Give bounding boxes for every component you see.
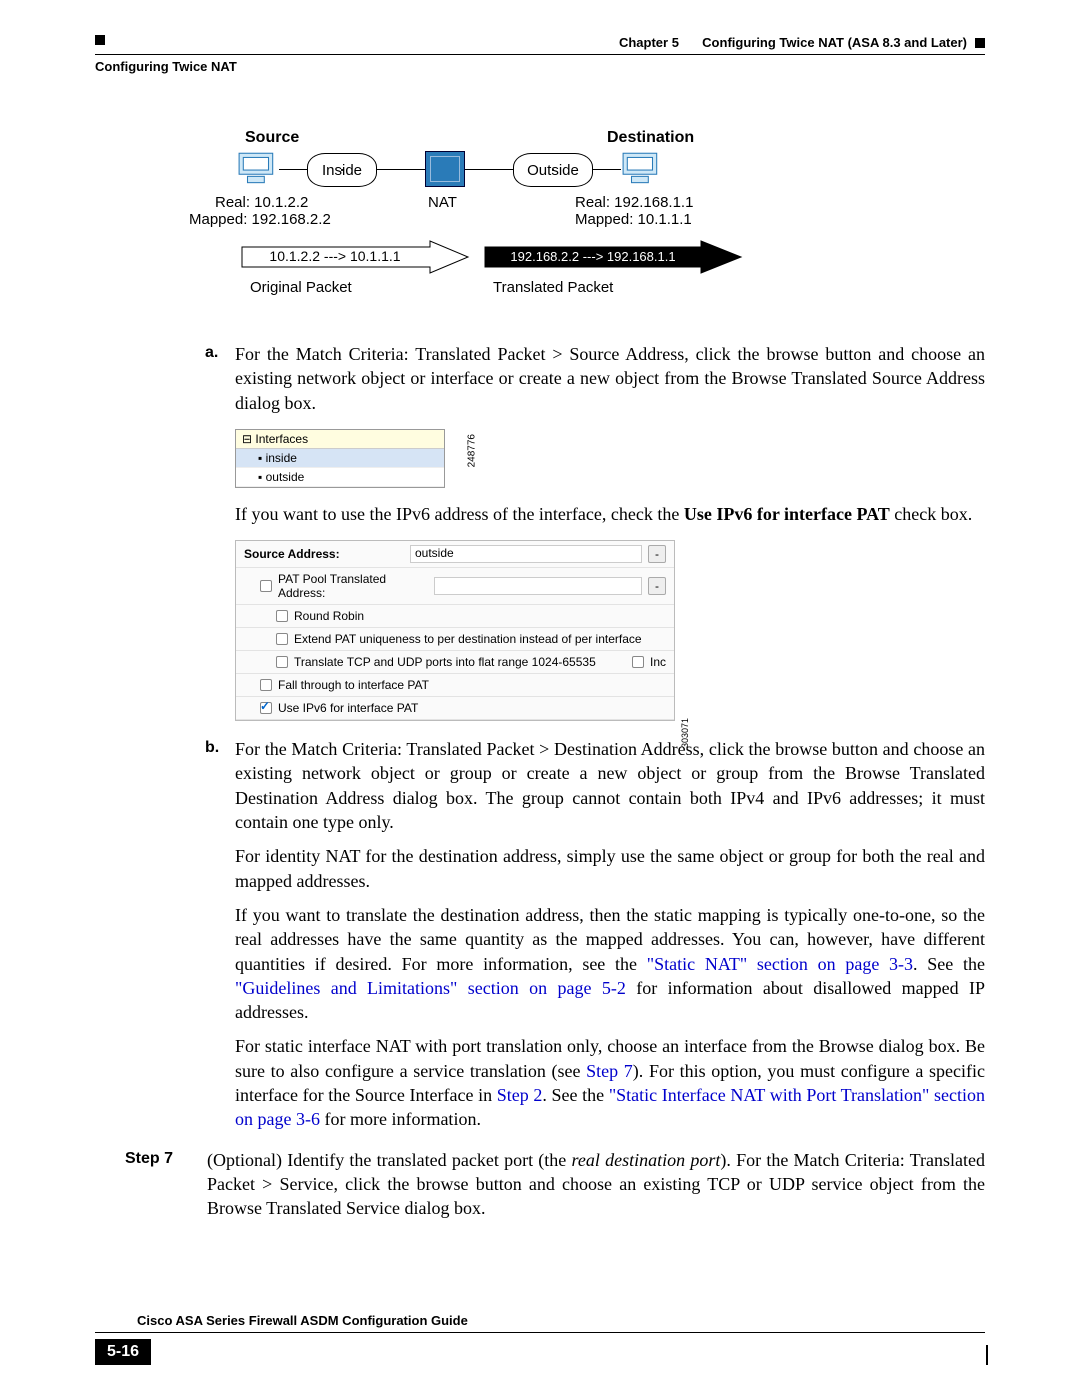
source-address-input[interactable]: outside: [410, 545, 642, 563]
item-b-p3: If you want to translate the destination…: [235, 903, 985, 1024]
source-title: Source: [245, 129, 299, 147]
src-mapped: Mapped: 192.168.2.2: [189, 211, 331, 228]
item-b-p4: For static interface NAT with port trans…: [235, 1034, 985, 1131]
original-packet-arrow: 10.1.2.2 ---> 10.1.1.1: [240, 239, 470, 280]
nat-label: NAT: [428, 194, 457, 211]
page-header: Chapter 5 Configuring Twice NAT (ASA 8.3…: [95, 35, 985, 50]
use-ipv6-checkbox[interactable]: [260, 702, 272, 714]
step-7-text: (Optional) Identify the translated packe…: [207, 1148, 985, 1221]
round-robin-label: Round Robin: [294, 609, 364, 623]
item-a-text: For the Match Criteria: Translated Packe…: [235, 342, 985, 415]
source-address-panel: Source Address: outside - PAT Pool Trans…: [235, 540, 675, 721]
guide-title: Cisco ASA Series Firewall ASDM Configura…: [137, 1313, 985, 1328]
line-src-inside: [279, 169, 307, 170]
section-name: Configuring Twice NAT: [95, 59, 985, 74]
interface-outside[interactable]: ▪ outside: [236, 468, 444, 487]
trans-packet-label: Translated Packet: [493, 279, 613, 296]
round-robin-checkbox[interactable]: [276, 610, 288, 622]
fallthrough-row: Fall through to interface PAT: [236, 674, 674, 697]
item-b: b. For the Match Criteria: Translated Pa…: [95, 737, 985, 1131]
translated-packet-arrow: 192.168.2.2 ---> 192.168.1.1: [483, 239, 743, 280]
item-a-label: a.: [205, 342, 223, 415]
line-nat-outside: [465, 169, 513, 170]
header-square-right: [975, 38, 985, 48]
inside-cloud: Inside: [307, 153, 377, 187]
pat-pool-row: PAT Pool Translated Address: -: [236, 568, 674, 605]
source-address-browse[interactable]: -: [648, 545, 666, 563]
dst-real: Real: 192.168.1.1: [575, 194, 693, 211]
fallthrough-label: Fall through to interface PAT: [278, 678, 429, 692]
line-outside-dst: [593, 169, 621, 170]
interfaces-header: ⊟ Interfaces: [236, 430, 444, 449]
outside-cloud: Outside: [513, 153, 593, 187]
nat-device-icon: [425, 151, 465, 187]
source-address-row: Source Address: outside -: [236, 541, 674, 568]
page-number: 5-16: [95, 1339, 151, 1365]
src-panel-code: 303071: [680, 718, 690, 748]
interfaces-box: ⊟ Interfaces ▪ inside ▪ outside 248776: [235, 429, 445, 488]
source-address-label: Source Address:: [244, 547, 404, 561]
dest-pc-icon: [621, 151, 663, 187]
fallthrough-checkbox[interactable]: [260, 679, 272, 691]
extend-pat-row: Extend PAT uniqueness to per destination…: [236, 628, 674, 651]
translate-ports-label: Translate TCP and UDP ports into flat ra…: [294, 655, 596, 669]
item-b-p2: For identity NAT for the destination add…: [235, 844, 985, 893]
round-robin-row: Round Robin: [236, 605, 674, 628]
translate-ports-checkbox[interactable]: [276, 656, 288, 668]
item-a: a. For the Match Criteria: Translated Pa…: [95, 342, 985, 415]
extend-pat-label: Extend PAT uniqueness to per destination…: [294, 632, 642, 646]
page-footer: Cisco ASA Series Firewall ASDM Configura…: [95, 1313, 985, 1365]
footer-end-bar: [986, 1345, 988, 1365]
pat-pool-checkbox[interactable]: [260, 580, 272, 592]
extend-pat-checkbox[interactable]: [276, 633, 288, 645]
dst-mapped: Mapped: 10.1.1.1: [575, 211, 692, 228]
line-inside-nat: [377, 169, 425, 170]
chapter-number: Chapter 5: [619, 35, 679, 50]
destination-title: Destination: [607, 129, 694, 147]
translate-ports-row: Translate TCP and UDP ports into flat ra…: [236, 651, 674, 674]
include-checkbox[interactable]: [632, 656, 644, 668]
link-static-nat[interactable]: "Static NAT" section on page 3-3: [647, 954, 913, 974]
orig-packet-label: Original Packet: [250, 279, 352, 296]
item-b-label: b.: [205, 737, 223, 1131]
footer-rule: [95, 1332, 985, 1333]
pat-pool-input[interactable]: [434, 577, 642, 595]
pat-pool-browse[interactable]: -: [648, 577, 666, 595]
step-7: Step 7 (Optional) Identify the translate…: [95, 1148, 985, 1221]
chapter-title: Configuring Twice NAT (ASA 8.3 and Later…: [702, 35, 967, 50]
link-step7[interactable]: Step 7: [586, 1061, 633, 1081]
include-label: Inc: [650, 655, 666, 669]
step-7-label: Step 7: [125, 1148, 195, 1221]
link-guidelines[interactable]: "Guidelines and Limitations" section on …: [235, 978, 626, 998]
use-ipv6-label: Use IPv6 for interface PAT: [278, 701, 418, 715]
src-real: Real: 10.1.2.2: [215, 194, 308, 211]
link-step2[interactable]: Step 2: [497, 1085, 543, 1105]
interface-inside[interactable]: ▪ inside: [236, 449, 444, 468]
nat-diagram: Source Destination Inside Outside Real: …: [225, 129, 905, 324]
interfaces-code: 248776: [466, 434, 477, 467]
item-a-para2: If you want to use the IPv6 address of t…: [95, 502, 985, 526]
pat-pool-label: PAT Pool Translated Address:: [278, 572, 428, 600]
header-square-left: [95, 35, 105, 45]
item-b-text: For the Match Criteria: Translated Packe…: [235, 737, 985, 834]
svg-text:192.168.2.2 ---> 192.168.1.1: 192.168.2.2 ---> 192.168.1.1: [510, 249, 675, 264]
source-pc-icon: [237, 151, 279, 187]
svg-text:10.1.2.2 ---> 10.1.1.1: 10.1.2.2 ---> 10.1.1.1: [269, 248, 400, 264]
use-ipv6-row: Use IPv6 for interface PAT: [236, 697, 674, 720]
header-rule: [95, 54, 985, 55]
